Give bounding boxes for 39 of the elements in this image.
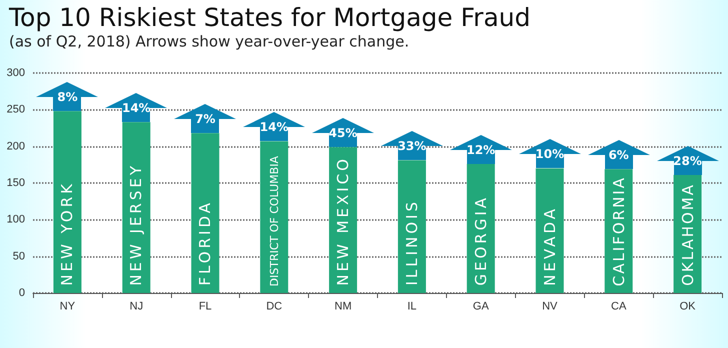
- y-tick-label: 0: [18, 287, 25, 299]
- x-tick-label: FL: [198, 300, 212, 312]
- y-tick-label: 250: [6, 104, 25, 116]
- annotation: GEORGIA: [472, 195, 490, 286]
- x-tick-label: GA: [472, 300, 490, 312]
- annotation: 45%: [328, 126, 358, 140]
- y-tick-label: 50: [12, 250, 25, 262]
- annotation: NEW YORK: [58, 181, 76, 286]
- x-tick-label: NV: [542, 300, 558, 312]
- annotation: DISTRICT OF COLUMBIA: [268, 156, 281, 286]
- annotation: NEW MEXICO: [334, 156, 352, 286]
- annotation: 14%: [258, 120, 290, 134]
- x-tick-label: CA: [611, 300, 627, 312]
- annotation: FLORIDA: [196, 200, 214, 286]
- y-tick-label: 100: [6, 214, 25, 226]
- x-tick-label: DC: [266, 300, 282, 312]
- annotation: 7%: [194, 112, 216, 126]
- annotation: NEW JERSEY: [127, 163, 146, 286]
- annotation: 28%: [672, 154, 703, 168]
- annotation: NEVADA: [540, 206, 559, 286]
- annotation: CALIFORNIA: [610, 176, 628, 286]
- annotation: 10%: [534, 147, 566, 162]
- y-tick-label: 200: [6, 140, 25, 152]
- x-tick-label: NJ: [130, 300, 144, 312]
- x-tick-label: IL: [407, 300, 417, 312]
- annotation: 8%: [56, 90, 79, 104]
- x-tick-label: NY: [60, 300, 76, 312]
- x-tick-label: NM: [334, 300, 352, 312]
- annotation: ILLINOIS: [402, 199, 421, 286]
- annotation: OKLAHOMA: [678, 183, 697, 286]
- x-tick-label: OK: [680, 300, 696, 312]
- annotation: 6%: [607, 148, 630, 162]
- annotation: 33%: [396, 139, 428, 154]
- annotation: 14%: [120, 101, 152, 116]
- chart-title: Top 10 Riskiest States for Mortgage Fraud: [8, 3, 530, 32]
- chart-subtitle: (as of Q2, 2018) Arrows show year-over-year change.: [9, 32, 410, 50]
- y-tick-label: 300: [6, 67, 25, 79]
- y-tick-label: 150: [6, 177, 25, 189]
- annotation: 12%: [465, 142, 496, 157]
